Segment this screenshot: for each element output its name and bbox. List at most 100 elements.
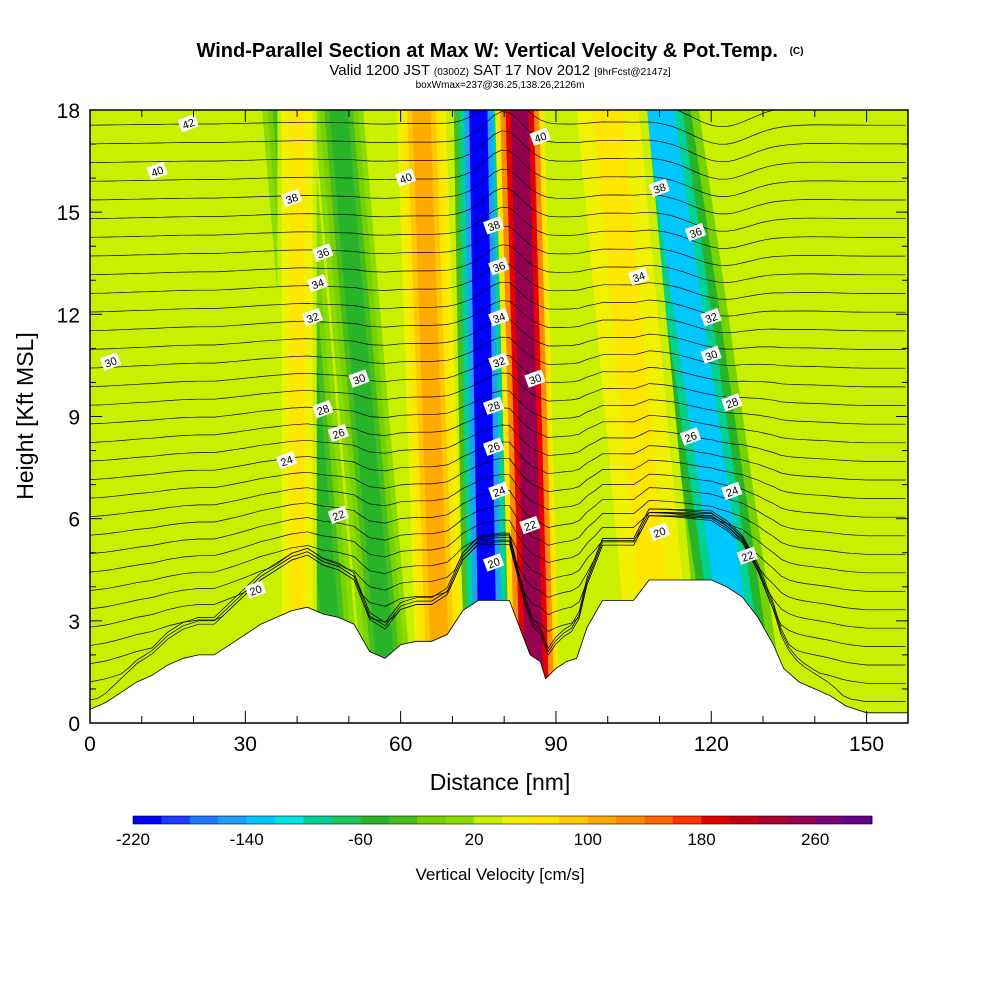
- y-axis-label: Height [Kft MSL]: [12, 332, 38, 499]
- colorbar-swatch: [587, 816, 617, 824]
- colorbar-tick-label: 100: [574, 830, 602, 849]
- colorbar-swatch: [644, 816, 674, 824]
- isentrope-label-bg: [488, 352, 510, 371]
- colorbar-label: Vertical Velocity [cm/s]: [415, 865, 584, 884]
- colorbar-swatch: [388, 816, 418, 824]
- isentrope-label: 24: [721, 481, 743, 501]
- isentrope-line: [90, 390, 906, 425]
- isentrope-label-bg: [488, 257, 510, 276]
- isentrope-label: 26: [679, 427, 702, 446]
- isentrope-label-bg: [648, 178, 671, 198]
- isentrope-label-bg: [482, 437, 505, 456]
- isentrope-label: 24: [275, 451, 298, 470]
- isentrope-label-bg: [684, 222, 707, 242]
- isentrope-label-text: 30: [528, 372, 544, 387]
- isentrope-label-bg: [301, 308, 324, 327]
- isentrope-label-text: 30: [103, 355, 119, 370]
- isentrope-label: 28: [482, 396, 505, 416]
- isentrope-line: [90, 110, 906, 145]
- isentrope-label-text: 32: [492, 355, 508, 370]
- colorbar-tick-label: 180: [687, 830, 715, 849]
- isentrope-label-bg: [306, 274, 329, 293]
- x-tick-label: 30: [234, 733, 257, 756]
- isentrope-label-bg: [721, 393, 743, 412]
- chart-subtitle-box: boxWmax=237@36.25,138.26,2126m: [416, 80, 585, 91]
- title-mark: (C): [790, 46, 804, 57]
- isentrope-label: 20: [482, 553, 505, 572]
- isentrope-label-bg: [482, 396, 505, 416]
- isentrope-label: 30: [524, 369, 546, 388]
- isentrope-line: [90, 168, 906, 215]
- y-tick-label: 18: [57, 100, 80, 123]
- y-tick-label: 12: [57, 304, 80, 327]
- isentrope-label-bg: [648, 522, 671, 542]
- isentrope-label-bg: [529, 127, 551, 146]
- isentrope-line: [90, 187, 906, 232]
- colorbar-swatch: [559, 816, 589, 824]
- isentrope-label-text: 26: [486, 440, 502, 455]
- isentrope-label: 32: [488, 352, 510, 371]
- colorbar-swatch: [729, 816, 759, 824]
- colorbar-swatch: [360, 816, 390, 824]
- isentrope-line: [90, 515, 906, 647]
- isentrope-labels: 20 22 24 26 28 30 30 32 34 36 38 40 40 42 20 22 24 26 28 30…: [99, 113, 759, 599]
- isentrope-line: [90, 512, 906, 629]
- isentrope-line: [90, 244, 906, 283]
- isentrope-label: 34: [306, 274, 329, 293]
- isentrope-line: [675, 110, 776, 128]
- colorbar-tick-label: 260: [801, 830, 829, 849]
- isentrope-label: 30: [348, 369, 370, 388]
- isentrope-label: 24: [488, 481, 510, 501]
- isentrope-label-bg: [99, 352, 122, 371]
- isentrope-label: 40: [394, 168, 417, 187]
- isentrope-label: 20: [244, 580, 267, 599]
- y-tick-label: 6: [68, 509, 80, 532]
- isentrope-label-bg: [275, 451, 298, 470]
- isentrope-line: [90, 500, 906, 555]
- isentrope-label-text: 28: [316, 403, 332, 418]
- colorbar-swatch: [616, 816, 646, 824]
- isentrope-line: [90, 457, 906, 499]
- isentrope-label-bg: [482, 216, 505, 235]
- isentrope-label-bg: [700, 308, 722, 327]
- isentrope-label: 26: [482, 437, 505, 456]
- velocity-band: [593, 110, 680, 723]
- isentrope-label: 20: [648, 522, 671, 542]
- isentrope-line: [90, 149, 906, 197]
- plot-area: 20 22 24 26 28 30 30 32 34 36 38 40 40 42 20 22 24 26 28 30…: [90, 110, 908, 723]
- y-tick-label: 15: [57, 202, 80, 225]
- isentrope-label: 30: [700, 345, 722, 364]
- isentrope-line: [90, 281, 906, 317]
- colorbar-swatch: [275, 816, 304, 824]
- colorbar-swatch: [673, 816, 702, 824]
- x-tick-label: 0: [84, 733, 96, 756]
- x-axis: 0 30 60 90 120 150: [84, 110, 884, 756]
- x-tick-label: 150: [849, 733, 884, 756]
- isentrope-label: 28: [312, 400, 334, 419]
- isentrope-label-text: 24: [279, 454, 295, 469]
- isentrope-label: 28: [721, 393, 743, 412]
- terrain-outline: [90, 579, 908, 714]
- terrain: [90, 580, 908, 723]
- x-tick-label: 90: [544, 733, 567, 756]
- isentrope-label: 36: [312, 243, 334, 262]
- y-tick-label: 0: [68, 713, 80, 736]
- isentrope-label-text: 38: [284, 192, 300, 207]
- isentrope-label-bg: [244, 580, 267, 599]
- colorbar-swatch: [758, 816, 788, 824]
- isentrope-label-text: 32: [704, 311, 720, 326]
- isentrope-label-text: 22: [523, 519, 539, 534]
- isentrope-line: [90, 372, 906, 406]
- isentrope-label-text: 20: [652, 526, 668, 541]
- colorbar-swatch: [246, 816, 276, 824]
- colorbar-tick-label: 20: [465, 830, 484, 849]
- isentrope-label: 22: [519, 515, 541, 535]
- isentrope-label: 34: [627, 267, 650, 286]
- colorbar-swatch: [189, 816, 219, 824]
- isentrope-label: 40: [529, 127, 551, 146]
- colorbar-swatch: [161, 816, 191, 824]
- velocity-band: [645, 110, 762, 723]
- velocity-band: [289, 110, 305, 723]
- isentrope-line: [90, 130, 906, 180]
